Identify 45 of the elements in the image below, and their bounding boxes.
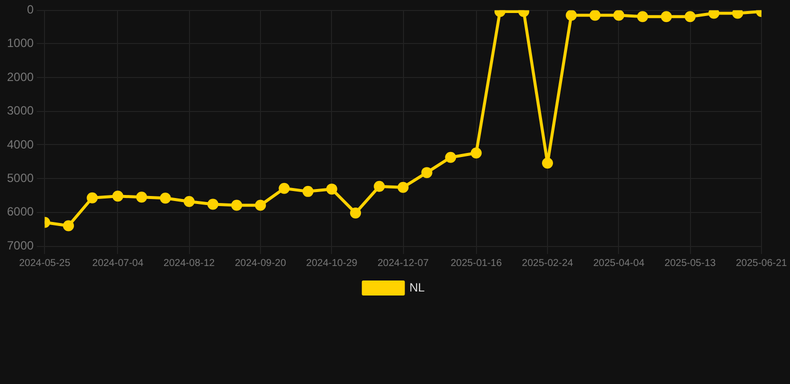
point xyxy=(86,192,98,204)
x-tick-label: 2025-05-13 xyxy=(664,258,716,269)
point xyxy=(231,200,242,211)
point xyxy=(613,10,624,21)
point xyxy=(445,152,456,163)
point xyxy=(326,184,338,195)
point xyxy=(684,11,696,22)
y-tick-label: 7000 xyxy=(6,238,34,252)
point xyxy=(421,167,432,178)
point xyxy=(590,10,601,21)
y-tick-label: 1000 xyxy=(6,36,34,50)
point xyxy=(184,196,195,208)
y-tick-label: 3000 xyxy=(6,104,34,118)
point xyxy=(62,220,74,232)
point xyxy=(660,11,672,22)
point xyxy=(112,190,124,202)
y-tick-label: 4000 xyxy=(6,137,34,152)
x-tick-label: 2024-07-04 xyxy=(92,258,144,269)
point xyxy=(637,11,648,22)
x-tick-label: 2025-06-21 xyxy=(736,258,788,269)
x-tick-label: 2025-01-16 xyxy=(450,258,502,269)
x-tick-label: 2024-05-25 xyxy=(19,258,71,269)
y-tick-label: 0 xyxy=(27,2,34,17)
y-tick-label: 2000 xyxy=(6,70,34,84)
x-tick-label: 2024-12-07 xyxy=(377,258,430,269)
point xyxy=(254,200,266,211)
x-tick-label: 2024-09-20 xyxy=(234,258,286,269)
point xyxy=(278,182,290,194)
x-tick-label: 2025-04-04 xyxy=(593,258,645,269)
x-tick-label: 2024-08-12 xyxy=(164,258,216,269)
point xyxy=(542,158,553,169)
legend-label: NL xyxy=(409,280,425,294)
y-tick-label: 6000 xyxy=(6,204,34,219)
point xyxy=(160,192,171,204)
point xyxy=(374,180,385,192)
y-tick-label: 5000 xyxy=(6,170,34,185)
point xyxy=(350,207,362,218)
point xyxy=(302,186,314,197)
point xyxy=(136,192,148,203)
point xyxy=(566,10,577,21)
point xyxy=(470,148,482,159)
point xyxy=(207,198,218,210)
point xyxy=(398,182,409,193)
x-tick-label: 2025-02-24 xyxy=(522,258,574,269)
x-tick-label: 2024-10-29 xyxy=(306,258,358,269)
